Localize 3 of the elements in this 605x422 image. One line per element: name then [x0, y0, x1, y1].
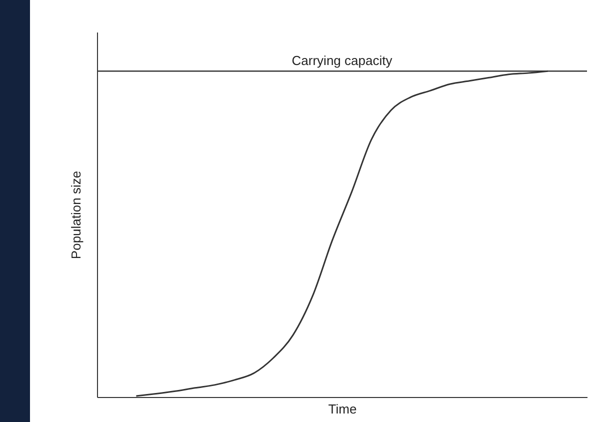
- ref-line-label: Carrying capacity: [292, 53, 393, 68]
- x-axis-title: Time: [328, 402, 357, 416]
- y-axis-title: Population size: [68, 170, 84, 260]
